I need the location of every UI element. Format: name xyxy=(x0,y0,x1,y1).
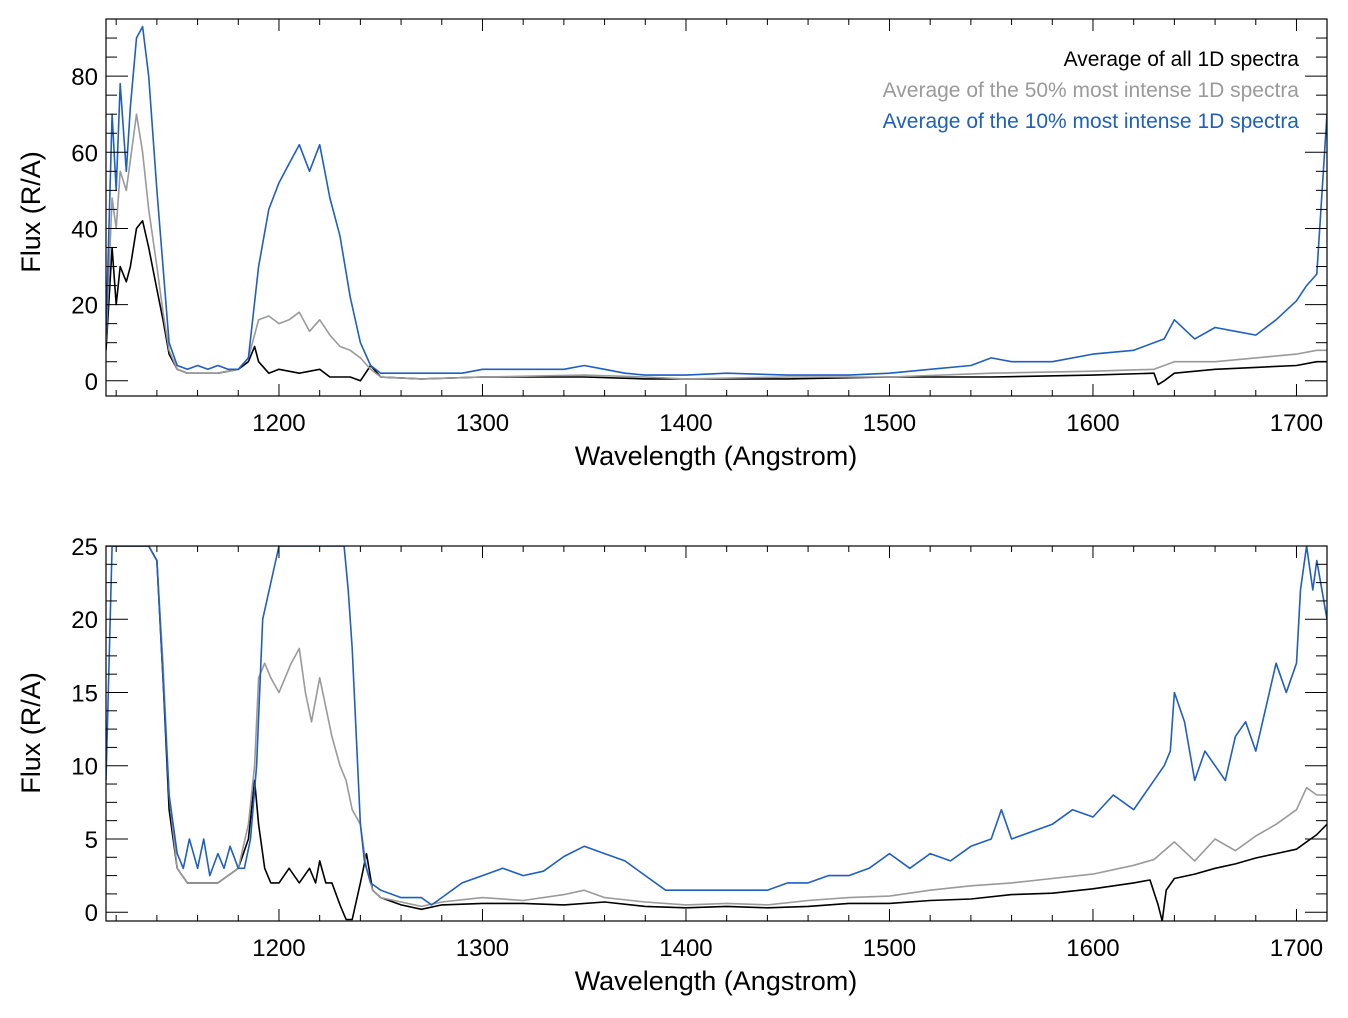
legend: Average of all 1D spectra Average of the… xyxy=(883,48,1300,133)
bottom-series-group xyxy=(106,546,1327,921)
bottom-x-tick-label: 1600 xyxy=(1066,935,1119,962)
top-y-tick-label: 0 xyxy=(85,369,98,396)
top-series-group xyxy=(106,25,1327,386)
bottom-y-tick-label: 15 xyxy=(71,680,98,707)
top-x-tick-label: 1400 xyxy=(659,410,712,437)
bottom-y-tick-label: 25 xyxy=(71,534,98,561)
bottom-x-tick-label: 1400 xyxy=(659,935,712,962)
top-panel: Wavelength (Angstrom) Flux (R/A) 1200 130… xyxy=(16,18,1328,471)
top-y-tick-label: 80 xyxy=(71,64,98,91)
top-series-line-0 xyxy=(106,220,1327,386)
top-y-axis-label: Flux (R/A) xyxy=(16,151,46,273)
bottom-panel: Wavelength (Angstrom) Flux (R/A) 1200 130… xyxy=(16,534,1328,996)
top-y-tick-label: 40 xyxy=(71,216,98,243)
bottom-plot-frame xyxy=(105,545,1328,922)
top-x-tick-label: 1700 xyxy=(1270,410,1323,437)
top-x-tick-label: 1600 xyxy=(1066,410,1119,437)
bottom-series-line-2 xyxy=(106,546,1327,906)
top-x-axis-label: Wavelength (Angstrom) xyxy=(575,441,858,471)
top-plot-frame xyxy=(105,18,1328,397)
bottom-y-tick-label: 10 xyxy=(71,754,98,781)
top-x-tick-label: 1500 xyxy=(863,410,916,437)
bottom-x-tick-label: 1300 xyxy=(456,935,509,962)
bottom-x-tick-label: 1200 xyxy=(252,935,305,962)
legend-label-10pct: Average of the 10% most intense 1D spect… xyxy=(883,110,1300,133)
bottom-y-axis-label: Flux (R/A) xyxy=(16,672,46,794)
top-series-line-1 xyxy=(106,113,1327,380)
bottom-y-tick-label: 20 xyxy=(71,607,98,634)
top-y-tick-label: 20 xyxy=(71,293,98,320)
legend-label-50pct: Average of the 50% most intense 1D spect… xyxy=(883,79,1300,102)
top-x-tick-label: 1200 xyxy=(252,410,305,437)
top-x-tick-label: 1300 xyxy=(456,410,509,437)
bottom-series-line-1 xyxy=(106,546,1327,908)
legend-label-all: Average of all 1D spectra xyxy=(1064,48,1300,71)
bottom-y-tick-label: 5 xyxy=(85,827,98,854)
bottom-x-tick-label: 1500 xyxy=(863,935,916,962)
bottom-series-line-0 xyxy=(106,546,1327,921)
bottom-x-tick-label: 1700 xyxy=(1270,935,1323,962)
top-series-line-2 xyxy=(106,25,1327,376)
bottom-x-axis-label: Wavelength (Angstrom) xyxy=(575,966,858,996)
top-y-tick-label: 60 xyxy=(71,140,98,167)
bottom-y-tick-label: 0 xyxy=(85,900,98,927)
